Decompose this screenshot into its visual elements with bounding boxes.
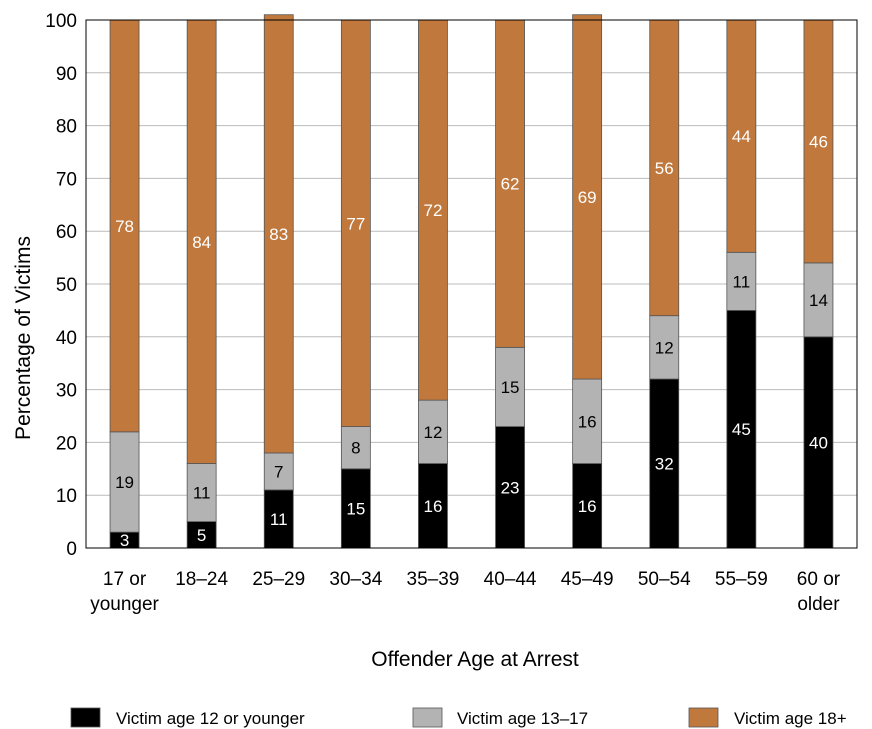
x-tick-label: 45–49: [561, 569, 614, 590]
x-tick-label: 60 or: [797, 569, 841, 590]
bars: [109, 14, 834, 549]
data-label: 15: [501, 378, 520, 397]
data-label: 7: [274, 462, 283, 481]
data-label: 46: [809, 132, 828, 151]
bar-segment: [649, 315, 680, 380]
y-tick-label: 50: [56, 275, 77, 296]
data-label: 62: [501, 175, 520, 194]
y-tick-label: 90: [56, 64, 77, 85]
data-label: 56: [655, 159, 674, 178]
bar-segment: [418, 399, 448, 464]
data-label: 72: [423, 201, 442, 220]
data-label: 11: [193, 484, 211, 503]
legend-label: Victim age 13–17: [457, 709, 588, 728]
data-label: 44: [732, 127, 751, 146]
bar-segment: [109, 431, 140, 533]
bar-segment: [186, 521, 217, 549]
y-tick-label: 0: [66, 539, 77, 560]
x-tick-label: 40–44: [484, 569, 537, 590]
x-tick-label: 50–54: [638, 569, 691, 590]
y-tick-label: 10: [56, 486, 77, 507]
bar-segment: [340, 426, 371, 470]
x-tick-label: 18–24: [175, 569, 228, 590]
bar-segment: [340, 468, 371, 549]
bar-segment: [495, 346, 525, 427]
legend-swatch: [70, 707, 101, 728]
bar-segment: [263, 14, 294, 454]
y-tick-label: 100: [45, 11, 77, 32]
x-tick-label: older: [797, 594, 840, 615]
data-label: 15: [346, 499, 365, 518]
y-tick-label: 40: [56, 328, 77, 349]
data-label: 69: [578, 188, 597, 207]
data-label: 12: [423, 423, 442, 442]
y-tick-label: 80: [56, 117, 77, 138]
segment-labels: 3 19 78 5 11 84 11 7 83 15 8 77 16 12 72 23 15 62 16 16 69 32…: [115, 127, 828, 550]
data-label: 32: [655, 455, 674, 474]
bar-segment: [726, 309, 757, 549]
axes: 0 10 20 30 40 50 60 70 80 90 100 17 or younger 18–24 2…: [45, 11, 858, 615]
data-label: 84: [192, 233, 211, 252]
data-label: 12: [655, 338, 674, 357]
x-axis-title: Offender Age at Arrest: [371, 648, 579, 671]
data-label: 5: [197, 526, 206, 545]
data-label: 3: [120, 531, 129, 550]
y-tick-label: 70: [56, 169, 77, 190]
data-label: 77: [346, 214, 365, 233]
bar-segment: [495, 19, 525, 348]
data-label: 40: [809, 433, 828, 452]
y-tick-label: 20: [56, 433, 77, 454]
x-tick-label: 55–59: [715, 569, 768, 590]
bar-segment: [418, 19, 448, 401]
y-tick-label: 60: [56, 222, 77, 243]
y-tick-label: 30: [56, 381, 77, 402]
y-axis-title: Percentage of Victims: [12, 236, 35, 440]
bar-segment: [726, 19, 757, 253]
legend-swatch: [412, 707, 443, 728]
data-label: 16: [578, 412, 597, 431]
bar-segment: [186, 19, 217, 464]
bar-segment: [572, 463, 603, 549]
legend-label: Victim age 18+: [734, 709, 847, 728]
data-label: 14: [809, 291, 828, 310]
x-tick-label: 17 or: [103, 569, 147, 590]
data-label: 11: [270, 510, 288, 529]
x-tick-label: 35–39: [407, 569, 460, 590]
legend-label: Victim age 12 or younger: [116, 709, 305, 728]
bar-segment: [495, 426, 525, 549]
data-label: 8: [351, 439, 360, 458]
bar-segment: [186, 463, 217, 522]
bar-segment: [649, 378, 680, 549]
plot-frame: [85, 19, 858, 549]
bar-segment: [803, 19, 834, 264]
bar-segment: [803, 336, 834, 549]
x-tick-label: 25–29: [252, 569, 305, 590]
data-label: 78: [115, 217, 134, 236]
bar-segment: [109, 19, 140, 433]
legend-swatch: [688, 707, 719, 728]
data-label: 83: [269, 225, 288, 244]
bar-segment: [263, 452, 294, 491]
bar-segment: [649, 19, 680, 317]
bar-segment: [572, 14, 603, 380]
data-label: 16: [423, 497, 442, 516]
data-label: 11: [733, 272, 751, 291]
bar-segment: [726, 251, 757, 311]
data-label: 45: [732, 420, 751, 439]
x-tick-label: 30–34: [329, 569, 382, 590]
x-tick-label: younger: [90, 594, 159, 615]
data-label: 23: [501, 478, 520, 497]
data-label: 16: [578, 497, 597, 516]
legend: Victim age 12 or younger Victim age 13–17…: [70, 707, 847, 728]
data-label: 19: [115, 473, 134, 492]
